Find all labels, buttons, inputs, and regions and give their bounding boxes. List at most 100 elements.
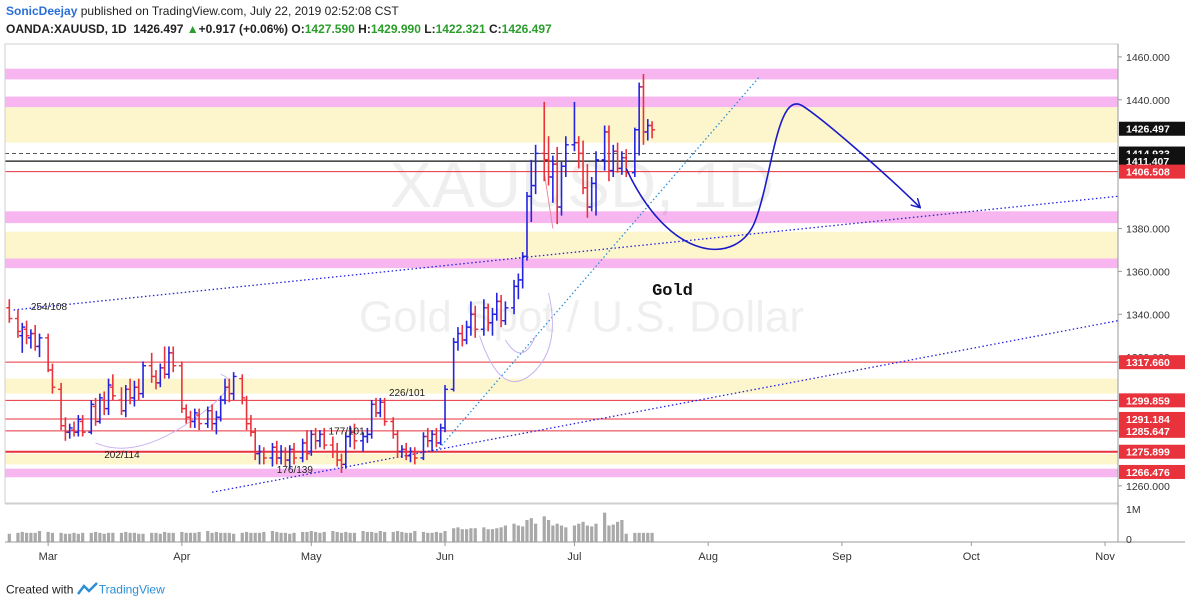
volume-bar [262,531,266,542]
watermark-name: Gold Spot / U.S. Dollar [359,292,804,341]
tradingview-logo-icon [76,582,99,599]
volume-bar [223,532,227,542]
volume-bar [37,531,42,542]
volume-bar [383,531,387,542]
volume-bar [503,525,508,542]
volume-bar [124,531,128,542]
volume-axis-label: 1M [1126,504,1141,516]
volume-bar [46,531,50,542]
volume-bar [81,532,85,542]
volume-bar [641,532,646,542]
volume-bar [128,532,132,542]
volume-bar [365,531,369,542]
volume-bar [292,532,296,542]
candle [79,415,86,437]
volume-bar [374,532,378,542]
volume-bar [525,520,529,542]
volume-bar [322,531,326,542]
zone-yellow [5,378,1118,394]
volume-bar [620,520,624,542]
pattern-label: 226/101 [389,388,426,399]
volume-bar [546,520,551,542]
volume-bar [98,532,102,542]
candle [191,408,198,428]
candle [390,417,397,439]
volume-bar [59,532,63,542]
author-link[interactable]: SonicDeejay [6,4,78,18]
x-tick-label: Apr [173,551,190,563]
volume-bar [206,531,210,542]
svg-text:1426.497: 1426.497 [1126,124,1170,136]
volume-bar [611,524,615,542]
volume-bar [193,532,197,542]
volume-bar [197,531,201,542]
volume-bar [529,518,533,542]
volume-bar [24,532,29,542]
pattern-label: 176/139 [277,465,314,476]
volume-bar [275,531,279,542]
trendline [13,195,1118,311]
volume-bar [352,532,357,542]
volume-bar [521,526,525,542]
candle [19,322,26,353]
volume-bar [154,532,158,542]
volume-bar [50,532,55,542]
candle [593,151,600,216]
volume-bar [63,533,67,542]
volume-bar [486,529,490,542]
volume-bar [335,531,339,542]
candle [247,415,254,437]
x-tick-label: Oct [963,551,980,563]
low-label: L: [424,22,436,36]
y-tick-label: 1340.000 [1126,309,1170,321]
volume-bar [33,532,37,542]
candle [109,374,116,401]
low-value: 1422.321 [435,22,486,36]
volume-bar [464,529,469,542]
volume-bar [158,533,162,542]
volume-bar [594,523,598,542]
tradingview-link[interactable]: TradingView [98,582,165,597]
candle [105,378,112,416]
candle [649,121,656,139]
zone-pink [5,258,1118,269]
volume-bar [421,531,426,542]
candle [260,447,267,465]
annotation-label: Gold [652,282,693,301]
volume-bar [452,528,456,542]
candle [101,391,108,416]
volume-bar [7,533,11,542]
volume-bar [469,528,473,542]
candle [472,305,479,338]
x-tick-label: Mar [39,551,58,563]
zone-pink [5,68,1118,80]
trendline [435,75,761,452]
projection-arrow [504,335,537,354]
pattern-label: 177/101 [329,426,366,437]
volume-bar [426,532,430,542]
volume-bar [309,531,313,542]
candle [170,346,177,373]
x-tick-label: Sep [832,551,852,563]
zone-yellow [5,453,1118,465]
volume-bar [624,533,628,542]
volume-bar [240,532,244,542]
open-label: O: [291,22,305,36]
volume-bar [288,533,292,542]
candle [148,352,155,383]
candle [88,400,95,435]
price-chart[interactable]: XAUUSD, 1D Gold Spot / U.S. Dollar 254/108… [0,0,1188,580]
volume-bar [219,532,223,542]
y-tick-label: 1260.000 [1126,481,1170,493]
volume-bar [404,532,408,542]
candle [411,447,418,465]
svg-text:1266.476: 1266.476 [1126,467,1170,479]
pattern-label: 202/114 [104,450,140,461]
volume-bar [301,531,305,542]
volume-bar [210,532,214,542]
published-text: published on TradingView.com, July 22, 2… [80,4,399,18]
volume-bar [89,532,93,542]
zone-yellow [5,107,1118,143]
volume-bar [257,532,262,542]
volume-bar [590,526,594,542]
